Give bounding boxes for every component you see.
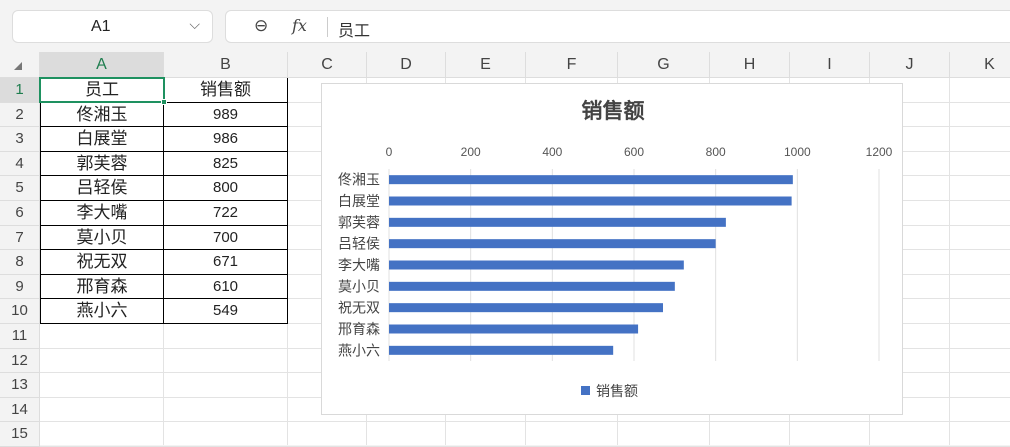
row-header-10[interactable]: 10 (0, 299, 40, 324)
x-tick-label: 400 (542, 145, 562, 159)
row-gridline (40, 421, 1010, 423)
legend-swatch (581, 386, 590, 395)
table-cell[interactable]: 549 (164, 299, 288, 324)
column-header-E[interactable]: E (446, 52, 526, 78)
chart-svg: 销售额 0 200 400 600 800 1000 1200 佟湘玉白展堂郭芙蓉吕轻侯李大嘴莫… (338, 99, 893, 399)
row-header-14[interactable]: 14 (0, 397, 40, 423)
table-cell[interactable]: 700 (164, 225, 288, 251)
table-cell[interactable]: 佟湘玉 (40, 102, 164, 128)
selected-cell-outline (39, 77, 167, 105)
y-tick-label: 李大嘴 (338, 257, 380, 273)
column-header-K[interactable]: K (950, 52, 1010, 78)
table-cell[interactable]: 邢育森 (40, 274, 164, 300)
table-cell[interactable]: 610 (164, 274, 288, 300)
row-header-3[interactable]: 3 (0, 127, 40, 152)
row-header-15[interactable]: 15 (0, 422, 40, 447)
row-header-1[interactable]: 1 (0, 78, 40, 103)
zoom-icon[interactable]: ⊖ (254, 16, 269, 35)
formula-value[interactable]: 员工 (338, 23, 371, 40)
table-cell[interactable]: 郭芙蓉 (40, 151, 164, 177)
y-tick-label: 佟湘玉 (338, 172, 380, 188)
x-tick-label: 1200 (866, 145, 893, 159)
row-header-4[interactable]: 4 (0, 151, 40, 177)
column-header-A[interactable]: A (40, 52, 164, 78)
select-all-icon (14, 62, 22, 70)
column-header-G[interactable]: G (618, 52, 710, 78)
row-header-11[interactable]: 11 (0, 324, 40, 349)
table-cell[interactable]: 989 (164, 102, 288, 128)
row-header-6[interactable]: 6 (0, 201, 40, 226)
x-tick-label: 0 (386, 145, 393, 159)
y-tick-label: 莫小贝 (338, 278, 380, 294)
y-tick-label: 郭芙蓉 (338, 214, 380, 230)
table-cell[interactable]: 吕轻侯 (40, 176, 164, 201)
table-cell[interactable]: 燕小六 (40, 299, 164, 324)
table-cell[interactable]: 白展堂 (40, 127, 164, 152)
table-cell[interactable]: 800 (164, 176, 288, 201)
fill-handle[interactable] (161, 99, 167, 105)
column-header-J[interactable]: J (870, 52, 950, 78)
bar-莫小贝 (389, 281, 675, 291)
bar-佟湘玉 (389, 175, 793, 185)
row-header-9[interactable]: 9 (0, 274, 40, 300)
y-tick-label: 吕轻侯 (338, 236, 380, 252)
formula-bar[interactable]: ⊖ fx 员工 (225, 10, 1010, 43)
y-tick-label: 白展堂 (338, 193, 380, 209)
row-header-12[interactable]: 12 (0, 348, 40, 374)
row-header-13[interactable]: 13 (0, 373, 40, 398)
row-header-7[interactable]: 7 (0, 225, 40, 251)
table-cell[interactable]: 671 (164, 250, 288, 275)
divider (327, 17, 328, 37)
x-tick-label: 600 (624, 145, 644, 159)
column-header-D[interactable]: D (367, 52, 446, 78)
y-tick-label: 燕小六 (338, 342, 380, 358)
column-header-C[interactable]: C (288, 52, 367, 78)
bar-祝无双 (389, 303, 663, 313)
row-header-2[interactable]: 2 (0, 102, 40, 128)
x-tick-label: 1000 (784, 145, 811, 159)
row-header-8[interactable]: 8 (0, 250, 40, 275)
table-cell[interactable]: 莫小贝 (40, 225, 164, 251)
column-header-B[interactable]: B (164, 52, 288, 78)
bar-白展堂 (389, 196, 792, 206)
y-tick-label: 祝无双 (338, 300, 380, 316)
bar-chart[interactable]: 销售额 0 200 400 600 800 1000 1200 佟湘玉白展堂郭芙蓉吕轻侯李大嘴莫… (321, 83, 903, 415)
column-header-F[interactable]: F (526, 52, 618, 78)
column-header-H[interactable]: H (710, 52, 790, 78)
legend-label: 销售额 (596, 383, 638, 399)
header-cell[interactable]: 销售额 (164, 78, 288, 103)
name-box[interactable]: A1 ⌵ (12, 10, 213, 43)
table-cell[interactable]: 722 (164, 201, 288, 226)
x-tick-label: 800 (706, 145, 726, 159)
table-cell[interactable]: 825 (164, 151, 288, 177)
bar-郭芙蓉 (389, 217, 726, 227)
table-cell[interactable]: 祝无双 (40, 250, 164, 275)
function-icon[interactable]: fx (292, 16, 307, 35)
bar-李大嘴 (389, 260, 684, 270)
bar-吕轻侯 (389, 239, 716, 249)
bar-邢育森 (389, 324, 639, 334)
column-gridline (949, 78, 950, 445)
select-all-corner[interactable] (0, 52, 40, 78)
name-box-value: A1 (91, 18, 111, 35)
table-cell[interactable]: 986 (164, 127, 288, 152)
table-cell[interactable]: 李大嘴 (40, 201, 164, 226)
column-header-I[interactable]: I (790, 52, 870, 78)
chevron-down-icon[interactable]: ⌵ (189, 16, 200, 32)
bar-燕小六 (389, 345, 614, 355)
x-tick-label: 200 (461, 145, 481, 159)
y-tick-label: 邢育森 (338, 321, 380, 337)
row-header-5[interactable]: 5 (0, 176, 40, 201)
chart-title: 销售额 (582, 99, 645, 123)
